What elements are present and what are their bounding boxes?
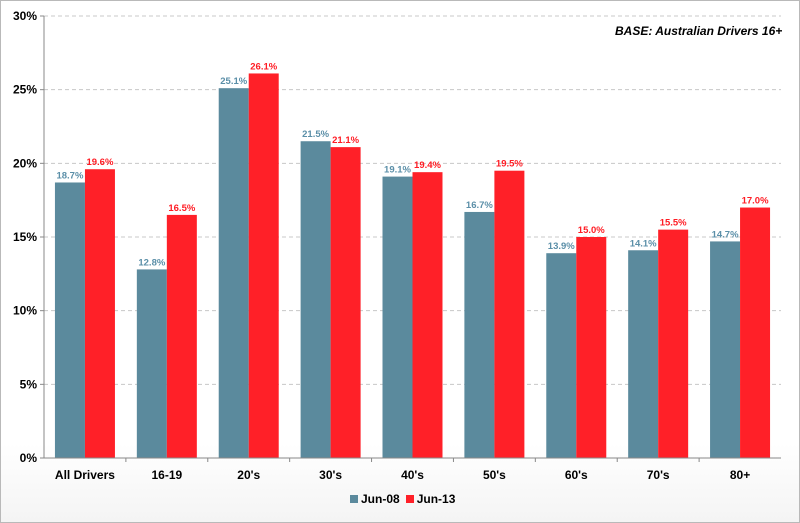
bar-jun-13	[84, 169, 115, 458]
bar-jun-08	[382, 176, 413, 459]
bar-jun-08	[546, 253, 577, 458]
base-annotation: BASE: Australian Drivers 16+	[615, 24, 783, 38]
x-category-label: 50's	[483, 468, 506, 482]
data-label-jun-08: 16.7%	[466, 200, 493, 211]
bar-jun-13	[740, 207, 771, 458]
bar-jun-08	[136, 269, 167, 458]
data-label-jun-08: 21.5%	[302, 129, 329, 140]
x-category-label: 40's	[401, 468, 424, 482]
bar-jun-13	[494, 170, 525, 458]
data-label-jun-13: 15.5%	[660, 218, 687, 229]
bar-jun-13	[166, 214, 197, 458]
data-label-jun-08: 12.8%	[138, 257, 165, 268]
x-category-label: 60's	[565, 468, 588, 482]
y-tick-label: 5%	[20, 377, 38, 391]
bar-jun-13	[248, 73, 279, 459]
data-label-jun-13: 21.1%	[332, 135, 359, 146]
x-category-label: 80+	[730, 468, 750, 482]
data-label-jun-13: 17.0%	[742, 196, 769, 207]
x-category-label: 30's	[319, 468, 342, 482]
bar-jun-08	[218, 88, 249, 459]
data-label-jun-13: 19.5%	[496, 159, 523, 170]
bar-jun-13	[330, 147, 361, 459]
bar-jun-08	[300, 141, 331, 458]
bar-jun-13	[576, 237, 607, 458]
y-tick-label: 30%	[13, 9, 37, 23]
data-label-jun-08: 19.1%	[384, 165, 411, 176]
x-category-label: All Drivers	[55, 468, 115, 482]
bar-jun-08	[464, 211, 495, 458]
legend-swatch-jun-08	[350, 495, 358, 503]
axes: 0% 5% 10% 15% 20% 25% 30% All Drivers 16-19 20's 3…	[13, 9, 781, 482]
bar-jun-08	[54, 182, 85, 458]
data-label-jun-13: 19.4%	[414, 160, 441, 171]
x-category-label: 70's	[647, 468, 670, 482]
data-label-jun-08: 14.1%	[630, 238, 657, 249]
legend-label-jun-13: Jun-13	[416, 492, 456, 506]
bars	[54, 73, 771, 459]
legend: Jun-08 Jun-13	[350, 492, 461, 506]
bar-jun-13	[658, 229, 689, 458]
x-category-label: 16-19	[151, 468, 182, 482]
data-label-jun-13: 15.0%	[578, 225, 605, 236]
y-tick-label: 25%	[13, 83, 37, 97]
bar-jun-08	[710, 241, 741, 458]
data-label-jun-08: 13.9%	[548, 241, 575, 252]
y-tick-label: 20%	[13, 156, 37, 170]
legend-swatch-jun-13	[405, 495, 414, 503]
legend-label-jun-08: Jun-08	[361, 492, 400, 506]
data-label-jun-08: 25.1%	[220, 76, 247, 87]
data-label-jun-13: 19.6%	[86, 157, 113, 168]
x-category-label: 20's	[237, 468, 260, 482]
data-labels: 18.7%19.6% 12.8% 16.5% 25.1%26.1% 21.5%21.1%…	[56, 61, 769, 268]
data-label-jun-13: 26.1%	[250, 61, 277, 72]
y-tick-label: 15%	[13, 230, 37, 244]
bar-jun-13	[412, 172, 443, 458]
data-label-jun-08: 14.7%	[712, 229, 739, 240]
legend-item-jun-13: Jun-13	[405, 492, 456, 506]
data-label-jun-08: 18.7%	[56, 170, 83, 181]
data-label-jun-13: 16.5%	[168, 203, 195, 214]
y-tick-label: 0%	[20, 451, 38, 465]
y-tick-label: 10%	[13, 304, 37, 318]
bar-jun-08	[628, 250, 659, 458]
legend-item-jun-08: Jun-08	[350, 492, 400, 506]
